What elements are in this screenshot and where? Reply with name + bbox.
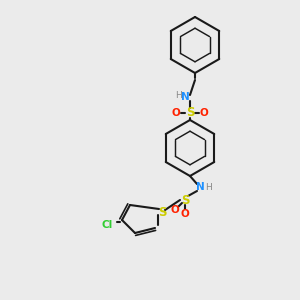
Text: O: O bbox=[172, 108, 180, 118]
Text: S: S bbox=[186, 106, 194, 119]
Text: O: O bbox=[171, 205, 179, 215]
Text: Cl: Cl bbox=[101, 220, 112, 230]
Text: N: N bbox=[196, 182, 204, 192]
Text: S: S bbox=[181, 194, 189, 206]
Text: O: O bbox=[181, 209, 189, 219]
Text: H: H bbox=[206, 182, 212, 191]
Text: O: O bbox=[200, 108, 208, 118]
Text: H: H bbox=[175, 92, 182, 100]
Text: S: S bbox=[158, 206, 166, 218]
Text: N: N bbox=[181, 92, 189, 102]
